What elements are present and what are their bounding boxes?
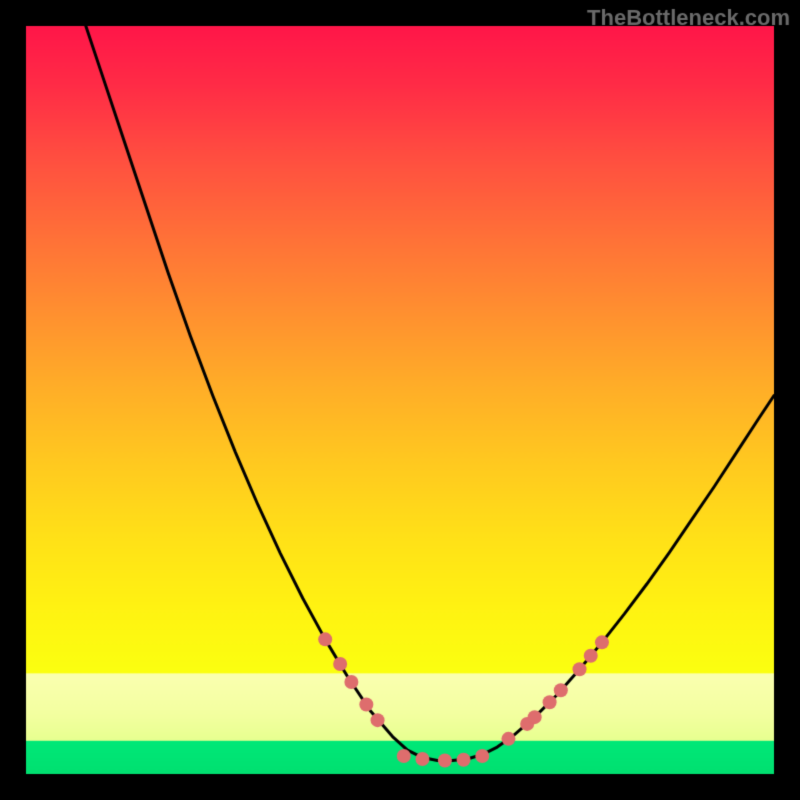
bottleneck-chart (0, 0, 800, 800)
